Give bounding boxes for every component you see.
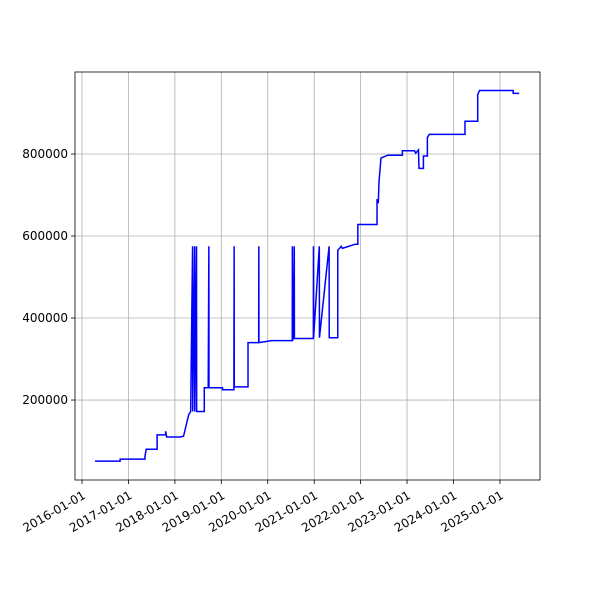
y-tick-label: 200000 xyxy=(22,393,68,407)
data-line xyxy=(94,89,520,462)
y-tick-label: 800000 xyxy=(22,147,68,161)
y-tick-label: 400000 xyxy=(22,311,68,325)
y-tick-label: 600000 xyxy=(22,229,68,243)
plot-frame xyxy=(74,71,541,481)
